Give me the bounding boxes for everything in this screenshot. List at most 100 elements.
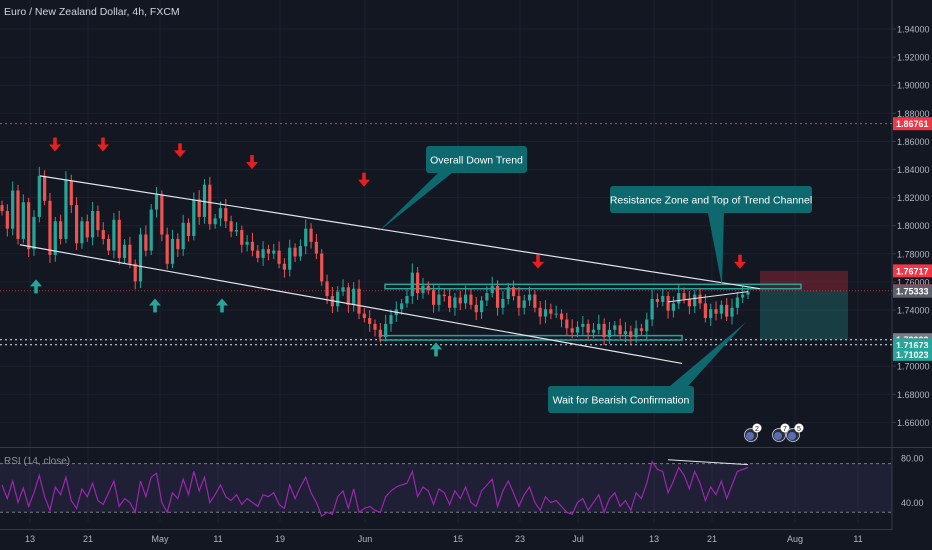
candle-body (410, 272, 414, 297)
price-label-box (893, 264, 932, 278)
candle-body (655, 298, 660, 302)
price-label-text: 1.76717 (896, 266, 929, 276)
candle-body (346, 287, 350, 305)
candle-body (575, 326, 580, 333)
bearish-arrow-head (49, 144, 61, 152)
candle-body (607, 329, 612, 338)
price-tick-label: 1.84000 (897, 165, 930, 175)
time-tick-label: Aug (787, 534, 803, 544)
candle-body (533, 294, 537, 308)
candle-body (682, 293, 686, 299)
bearish-arrow-shaft (53, 137, 57, 146)
callout-resistance-pointer (708, 213, 724, 286)
bearish-arrow-shaft (536, 254, 540, 263)
candle-body (144, 234, 148, 251)
candle-body (613, 325, 617, 330)
price-label-box (893, 284, 932, 298)
price-tick-label: 1.88000 (897, 109, 930, 119)
candle-body (229, 221, 233, 232)
candle-body (266, 249, 271, 254)
price-tick-label: 1.66000 (897, 418, 930, 428)
time-tick-label: 13 (25, 534, 35, 544)
candle-body (309, 228, 313, 242)
bearish-arrow (734, 254, 746, 269)
candle-body (623, 331, 628, 335)
candle-body (138, 234, 143, 282)
candle-body (85, 221, 89, 238)
price-tick-label: 1.76000 (897, 277, 930, 287)
candle-body (591, 329, 596, 333)
candle-body (485, 293, 489, 301)
candle-body (27, 202, 31, 250)
candle-body (421, 285, 425, 294)
time-tick-label: 19 (275, 534, 285, 544)
candle-body (698, 294, 702, 304)
candle-body (543, 309, 548, 317)
time-tick-label: Jun (358, 534, 373, 544)
bullish-arrow-shaft (34, 285, 38, 294)
event-badge-count-bg (780, 423, 790, 433)
candle-body (37, 175, 41, 217)
candle-body (453, 297, 457, 308)
bullish-arrow-head (216, 298, 228, 306)
bullish-arrow (30, 279, 42, 294)
candle-body (639, 328, 644, 332)
candle-body (261, 249, 265, 258)
price-tick-label: 1.70000 (897, 362, 930, 372)
candle-body (75, 205, 79, 244)
event-badge-count: 7 (783, 426, 787, 433)
candle-body (176, 238, 180, 250)
bearish-arrow-shaft (738, 254, 742, 263)
bearish-arrow-head (358, 179, 370, 187)
stop-loss-zone (760, 270, 848, 291)
candle-body (634, 328, 638, 338)
price-label-box (893, 347, 932, 361)
candle-body (666, 296, 670, 311)
candle-body (117, 219, 121, 258)
bearish-arrow-head (246, 162, 258, 170)
candle-body (730, 307, 734, 317)
candle-body (469, 294, 473, 305)
candle-body (458, 297, 462, 304)
price-label-text: 1.75333 (896, 287, 929, 297)
candle-body (304, 228, 308, 247)
resistance-zone (384, 283, 802, 290)
candle-body (53, 221, 57, 256)
candle-body (154, 194, 159, 210)
candle-body (511, 287, 516, 297)
candle-body (629, 331, 633, 338)
candle-body (389, 315, 393, 324)
candle-body (746, 291, 750, 295)
candle-body (693, 294, 697, 307)
candle-body (426, 285, 430, 291)
candle-body (336, 291, 340, 307)
candle-body (59, 221, 63, 239)
price-tick-label: 1.92000 (897, 53, 930, 63)
bullish-arrow (216, 298, 228, 313)
candle-body (416, 272, 420, 294)
candle-body (437, 294, 441, 305)
event-badge-count: 5 (797, 426, 801, 433)
time-tick-label: 11 (213, 534, 222, 544)
callout-wait-pointer (670, 322, 746, 386)
price-label-text: 1.86761 (896, 119, 929, 129)
candle-body (442, 294, 446, 297)
candle-body (352, 288, 356, 305)
candle-body (474, 304, 478, 313)
candle-body (90, 211, 95, 238)
candle-body (256, 250, 260, 258)
event-badge-flag (788, 432, 796, 440)
candle-body (554, 313, 558, 315)
candle-body (586, 323, 590, 333)
candle-body (448, 296, 452, 308)
callout-resistance-box (610, 186, 812, 213)
price-tick-label: 1.78000 (897, 249, 930, 259)
candle-body (288, 247, 292, 270)
time-tick-label: 15 (453, 534, 463, 544)
price-tick-label: 1.74000 (897, 306, 930, 316)
symbol-title: Euro / New Zealand Dollar, 4h, FXCM (4, 6, 180, 18)
event-badge-count-bg (752, 423, 762, 433)
